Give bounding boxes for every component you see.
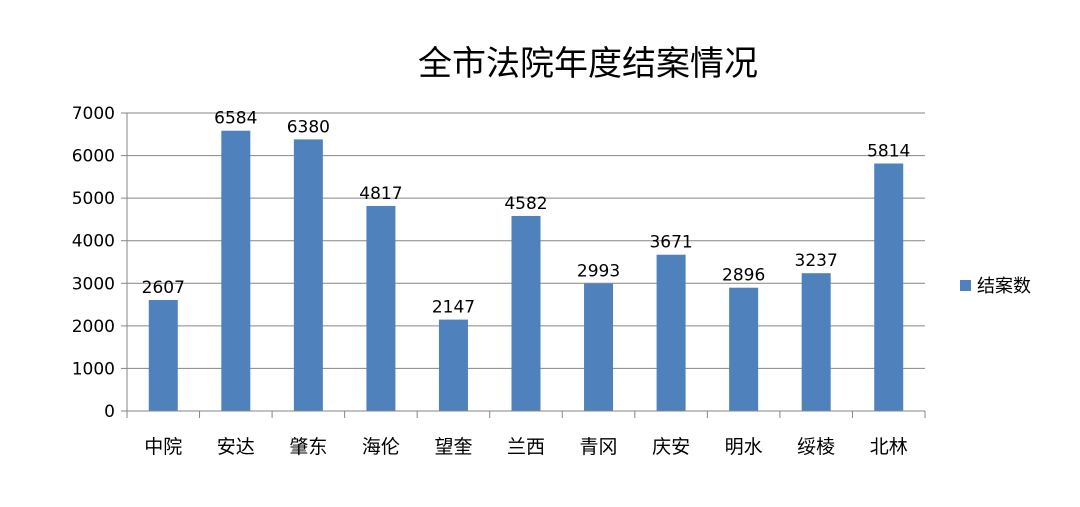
bar xyxy=(366,205,396,411)
legend-label: 结案数 xyxy=(977,276,1031,297)
y-tick-label: 3000 xyxy=(72,274,115,294)
data-label: 6380 xyxy=(287,117,330,137)
y-tick-label: 7000 xyxy=(72,104,115,124)
x-tick-label: 庆安 xyxy=(652,436,690,458)
y-tick-label: 1000 xyxy=(72,359,115,379)
y-tick-label: 6000 xyxy=(72,147,115,167)
y-tick-label: 5000 xyxy=(72,189,115,209)
x-tick-label: 海伦 xyxy=(362,436,400,458)
x-tick-label: 青冈 xyxy=(580,436,618,458)
chart-title: 全市法院年度结案情况 xyxy=(418,44,758,84)
data-label: 2993 xyxy=(577,262,620,282)
x-tick-label: 中院 xyxy=(144,436,182,458)
bar xyxy=(656,254,686,411)
bar xyxy=(729,287,759,411)
bar xyxy=(584,283,614,411)
legend: 结案数 xyxy=(960,276,1031,297)
data-label: 5814 xyxy=(867,141,910,161)
bar xyxy=(801,273,831,411)
data-label: 2607 xyxy=(142,278,185,298)
y-axis: 0 1000 2000 3000 4000 5000 6000 7000 xyxy=(72,104,128,422)
data-label: 4582 xyxy=(504,194,547,214)
x-tick-label: 安达 xyxy=(217,436,255,458)
bar xyxy=(874,163,904,411)
bar xyxy=(148,300,178,411)
x-tick-label: 肇东 xyxy=(289,436,327,458)
y-tick-label: 2000 xyxy=(72,317,115,337)
bar xyxy=(511,215,541,411)
bar xyxy=(293,139,323,411)
legend-swatch xyxy=(960,280,971,291)
data-label: 6584 xyxy=(214,109,257,129)
bars xyxy=(148,130,904,411)
bar xyxy=(221,130,251,411)
bar xyxy=(438,319,468,411)
data-label: 3237 xyxy=(795,251,838,271)
data-label: 4817 xyxy=(359,184,402,204)
x-tick-label: 绥棱 xyxy=(797,436,835,458)
data-labels: 2607 6584 6380 4817 2147 4582 2993 3671 2896 3237… xyxy=(142,109,911,318)
y-tick-label: 0 xyxy=(104,402,115,422)
y-tick-label: 4000 xyxy=(72,232,115,252)
x-tick-label: 望奎 xyxy=(434,436,472,458)
x-tick-label: 兰西 xyxy=(507,436,545,458)
x-axis: 中院 安达 肇东 海伦 望奎 兰西 青冈 庆安 明水 绥棱 北林 xyxy=(126,410,926,458)
data-label: 3671 xyxy=(649,233,692,253)
x-tick-label: 明水 xyxy=(725,436,763,458)
data-label: 2147 xyxy=(432,298,475,318)
data-label: 2896 xyxy=(722,266,765,286)
x-tick-label: 北林 xyxy=(870,436,908,458)
